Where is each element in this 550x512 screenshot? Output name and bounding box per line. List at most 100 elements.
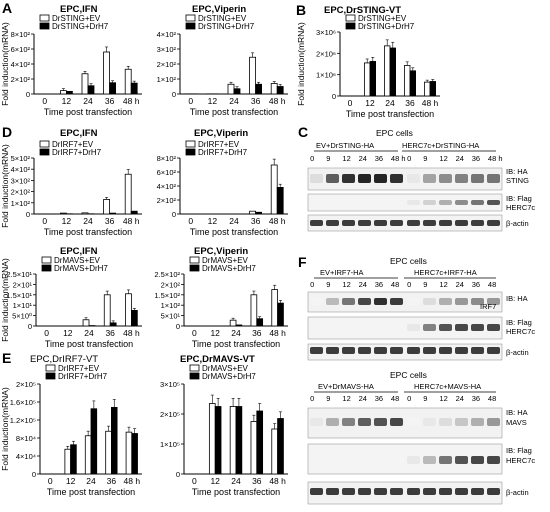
y-axis-title: Fold induction(mRNA) [0,22,10,106]
lane-label: 36 [471,154,481,163]
blot-f1-svg [307,277,503,361]
blot-band [390,298,404,305]
blot-band [438,298,452,305]
lane-label: 12 [439,394,448,403]
x-tick-label: 24 [229,96,239,106]
legend-swatch [39,148,50,156]
x-tick-label: 48 h [269,96,286,106]
x-tick-label: 12 [210,476,220,486]
y-tick-label: 2×10⁶ [316,49,336,58]
blot-band [455,200,469,205]
y-tick-label: 1.5×10² [154,291,180,300]
blot-band [406,488,420,495]
blot-band [471,418,485,426]
x-tick-label: 12 [63,328,73,338]
lane-label: 24 [455,394,464,403]
blot-band [422,324,436,331]
lane-label: 12 [342,280,351,289]
bar [60,212,67,215]
lane-label: 36 [374,154,384,163]
bar [256,318,264,327]
bar [250,294,258,327]
blot-band [487,324,501,331]
blot-band [422,347,436,354]
y-axis-title: Fold induction(mRNA) [296,22,306,106]
y-tick-label: 0 [32,470,36,479]
blot-c-sting-label: STING [506,176,529,185]
x-tick-label: 12 [210,328,220,338]
legend-label: DrSTING+EV [358,14,407,23]
blot-band [438,324,452,331]
bar [66,90,73,95]
legend-swatch [39,140,50,148]
bar [250,421,258,475]
chart-d-mavs-ifn: EPC,IFNDrMAVS+EVDrMAVS+DrH705×10⁰1×10¹1.… [0,246,142,348]
blot-band [422,488,436,495]
blot-band [487,418,501,426]
blot-band [471,220,485,226]
bar [255,83,262,95]
bar [87,85,95,95]
lane-label: 48 h [390,154,406,163]
x-tick-label: 36 [107,476,117,486]
blot-band [422,418,436,426]
blot-band [374,298,388,305]
legend-swatch [189,372,200,380]
legend-swatch [41,264,52,272]
blot-band [455,174,469,183]
blot-band [438,200,452,205]
y-tick-label: 3×10⁵ [160,380,180,389]
blot-band [341,174,355,183]
blot-c-herc-label: HERC7c [506,203,536,212]
x-tick-label: 0 [42,96,47,106]
blot-c-svg [307,150,503,232]
y-tick-label: 0 [172,210,176,219]
lane-label: 12 [439,154,448,163]
blot-f1-actin-label: β-actin [506,348,529,357]
y-tick-label: 1.5×10¹ [6,291,32,300]
y-tick-label: 8×10⁴ [16,434,36,443]
panel-label-b: B [296,2,307,18]
x-tick-label: 36 [105,328,115,338]
blot-c-ib-flag: IB: Flag [506,194,532,203]
blot-band [455,298,469,305]
y-tick-label: 2×10² [157,196,177,205]
bar [384,45,391,97]
bar [255,211,262,215]
legend-label: DrMAVS+EV [54,256,101,265]
blot-band [390,174,404,183]
legend-swatch [185,140,196,148]
blot-f2-mavs-label: MAVS [506,418,527,427]
y-tick-label: 5×10¹ [161,312,181,321]
x-axis-title: Time post transfection [44,227,132,237]
blot-c-ib-ha: IB: HA [506,167,528,176]
blot-band [487,174,501,183]
bar [276,187,284,215]
blot-band [471,324,485,331]
blot-f1-cells: EPC cells [390,256,427,266]
lane-label: 24 [455,280,464,289]
lane-label: 48 [390,394,400,403]
bar [233,88,241,95]
blot-c-lanes: 0 9 12 24 36 48 h 0 9 12 24 36 48 h [308,154,502,166]
bar [235,406,243,475]
blot-band [422,456,436,464]
bar [109,82,116,95]
blot-f2-group2: HERC7c+MAVS-HA [414,382,482,391]
legend-label: DrMAVS+DrH7 [202,264,256,273]
x-tick-label: 48 h [123,96,140,106]
lane-label: 24 [358,394,367,403]
blot-c: EPC cells EV+DrSTING-HA HERC7c+DrSTING-H… [300,124,550,244]
x-tick-label: 36 [251,216,261,226]
blot-f2-ib-flag: IB: Flag [506,446,532,455]
y-tick-label: 1×10² [161,301,181,310]
y-tick-label: 3×10² [11,176,31,185]
blot-band [341,347,355,354]
blot-band [325,174,339,183]
lane-label: 48 h [487,154,503,163]
legend-label: DrIRF7+EV [198,140,240,149]
bar [249,210,256,215]
blot-band [406,174,420,183]
